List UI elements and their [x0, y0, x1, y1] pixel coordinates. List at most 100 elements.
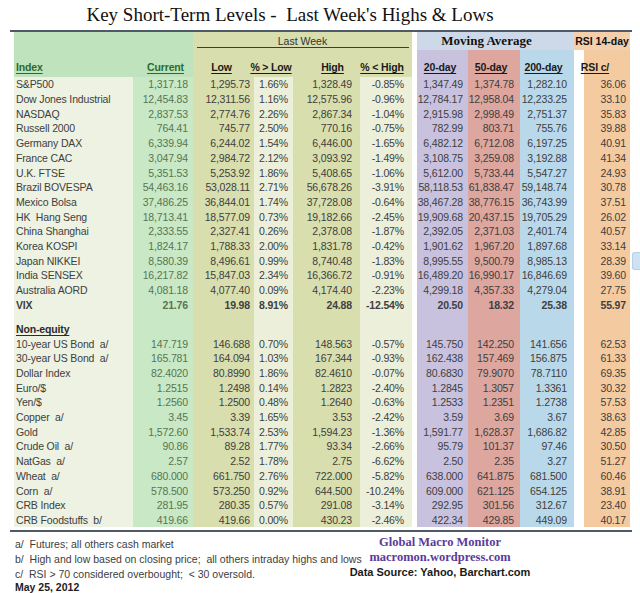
cell-high: 56,678.26 [293, 180, 360, 195]
footnote-a: a/ Futures; all others cash market [15, 538, 174, 550]
cell-ma50: 3.69 [468, 410, 520, 425]
cell-high: 16,366.72 [293, 268, 360, 283]
table-row: 30-year US Bond a/165.781164.0941.03%167… [14, 351, 630, 366]
cell-ma50: 101.37 [468, 439, 520, 454]
cell-pct-below-high: -6.62% [360, 454, 412, 469]
cell-current: 578.500 [133, 483, 193, 498]
table-row: CRB Index281.95280.350.57%291.08-3.14%29… [14, 498, 630, 513]
cell-ma50: 12,958.04 [468, 92, 520, 107]
cell-pct-above-low: 0.14% [254, 380, 293, 395]
cell-pct-above-low: 2.12% [254, 151, 293, 166]
cell-ma20: 58,118.53 [417, 180, 468, 195]
cell-ma50: 6,712.08 [468, 136, 520, 151]
cell-pct-above-low: 0.48% [254, 395, 293, 410]
brand-url: macromon.wordpress.com [290, 550, 590, 565]
cell-gap [574, 268, 584, 283]
cell-current: 5,351.53 [133, 165, 193, 180]
cell-index: France CAC [14, 151, 133, 166]
cell-pct-above-low: 2.71% [254, 180, 293, 195]
cell-low: 1,788.33 [193, 239, 254, 254]
cell-gap [574, 253, 584, 268]
cell-rsi: 38.91 [584, 483, 630, 498]
cell-gap [574, 239, 584, 254]
cell-rsi: 39.60 [584, 268, 630, 283]
cell-current: 8,580.39 [133, 253, 193, 268]
cell-pct-above-low: 0.92% [254, 483, 293, 498]
table-row: VIX21.7619.988.91%24.88-12.54%20.5018.32… [14, 298, 630, 313]
cell-rsi: 30.32 [584, 380, 630, 395]
cell-ma20: 609.000 [417, 483, 468, 498]
cell-ma200: 3,192.88 [520, 151, 574, 166]
cell-high: 19,182.66 [293, 209, 360, 224]
col-header: 200-day [520, 50, 574, 77]
cell-high: 24.88 [293, 298, 360, 313]
cell-gap [574, 513, 584, 528]
cell-current: 1,824.17 [133, 239, 193, 254]
cell-pct-below-high: -3.91% [360, 180, 412, 195]
cell-rsi: 62.53 [584, 336, 630, 351]
cell-high: 167.344 [293, 351, 360, 366]
cell-current: 281.95 [133, 498, 193, 513]
cell-ma200: 141.656 [520, 336, 574, 351]
col-header: Current [133, 50, 193, 77]
cell-pct-below-high: -2.45% [360, 209, 412, 224]
cell-rsi: 23.40 [584, 498, 630, 513]
cell-ma50: 5,733.44 [468, 165, 520, 180]
cell-current: 764.41 [133, 121, 193, 136]
cell-gap [574, 195, 584, 210]
cell-pct-above-low: 0.09% [254, 283, 293, 298]
cell-low: 1.2500 [193, 395, 254, 410]
cell-low: 280.35 [193, 498, 254, 513]
cell-rsi: 61.33 [584, 351, 630, 366]
cell-index: Korea KOSPI [14, 239, 133, 254]
cell-low: 2.52 [193, 454, 254, 469]
cell-pct-above-low: 2.53% [254, 424, 293, 439]
cell-low: 3.39 [193, 410, 254, 425]
cell-rsi: 37.51 [584, 195, 630, 210]
report-page: Key Short-Term Levels - Last Week's High… [0, 0, 640, 593]
cell-index: NASDAQ [14, 106, 133, 121]
cell-rsi: 33.10 [584, 92, 630, 107]
cell-rsi: 24.93 [584, 165, 630, 180]
cell-index: Copper a/ [14, 410, 133, 425]
col-header: Index [14, 50, 133, 77]
cell-low: 15,847.03 [193, 268, 254, 283]
cell-pct-above-low: 1.03% [254, 351, 293, 366]
cell-current: 90.86 [133, 439, 193, 454]
cell-pct-below-high: -3.14% [360, 498, 412, 513]
cell-pct-below-high: -1.83% [360, 253, 412, 268]
cell-rsi: 39.88 [584, 121, 630, 136]
cell-index: Crude Oil a/ [14, 439, 133, 454]
table-row: Gold1,572.601,533.742.53%1,594.23-1.36%1… [14, 424, 630, 439]
cell-index: Mexico Bolsa [14, 195, 133, 210]
cell-low: 164.094 [193, 351, 254, 366]
cell-ma50: 61,838.47 [468, 180, 520, 195]
cell-gap [574, 380, 584, 395]
table-row: Crude Oil a/90.8689.281.77%93.34-2.66%95… [14, 439, 630, 454]
cell-rsi: 27.75 [584, 283, 630, 298]
cell-ma20: 1.2533 [417, 395, 468, 410]
cell-ma200: 449.09 [520, 513, 574, 528]
col-header: 50-day [468, 50, 520, 77]
cell-high: 93.34 [293, 439, 360, 454]
cell-rsi: 30.50 [584, 439, 630, 454]
cell-high: 1,831.78 [293, 239, 360, 254]
cell-pct-below-high: -10.24% [360, 483, 412, 498]
table-row: S&P5001,317.181,295.731.66%1,328.49-0.85… [14, 77, 630, 92]
cell-current: 419.66 [133, 513, 193, 528]
table-row: Wheat a/680.000661.7502.76%722.000-5.82%… [14, 469, 630, 484]
cell-pct-below-high: -12.54% [360, 298, 412, 313]
cell-low: 2,327.41 [193, 224, 254, 239]
cell-ma50: 9,500.79 [468, 253, 520, 268]
cell-low: 1,533.74 [193, 424, 254, 439]
cell-low: 745.77 [193, 121, 254, 136]
table-row: Australia AORD4,081.184,077.400.09%4,174… [14, 283, 630, 298]
cell-index: Brazil BOVESPA [14, 180, 133, 195]
cell-ma50: 1.3057 [468, 380, 520, 395]
cell-ma20: 162.438 [417, 351, 468, 366]
scrollbar-fragment[interactable] [632, 252, 640, 270]
cell-pct-below-high: -0.64% [360, 195, 412, 210]
cell-current: 1.2560 [133, 395, 193, 410]
cell-current: 2,333.55 [133, 224, 193, 239]
cell-low: 4,077.40 [193, 283, 254, 298]
